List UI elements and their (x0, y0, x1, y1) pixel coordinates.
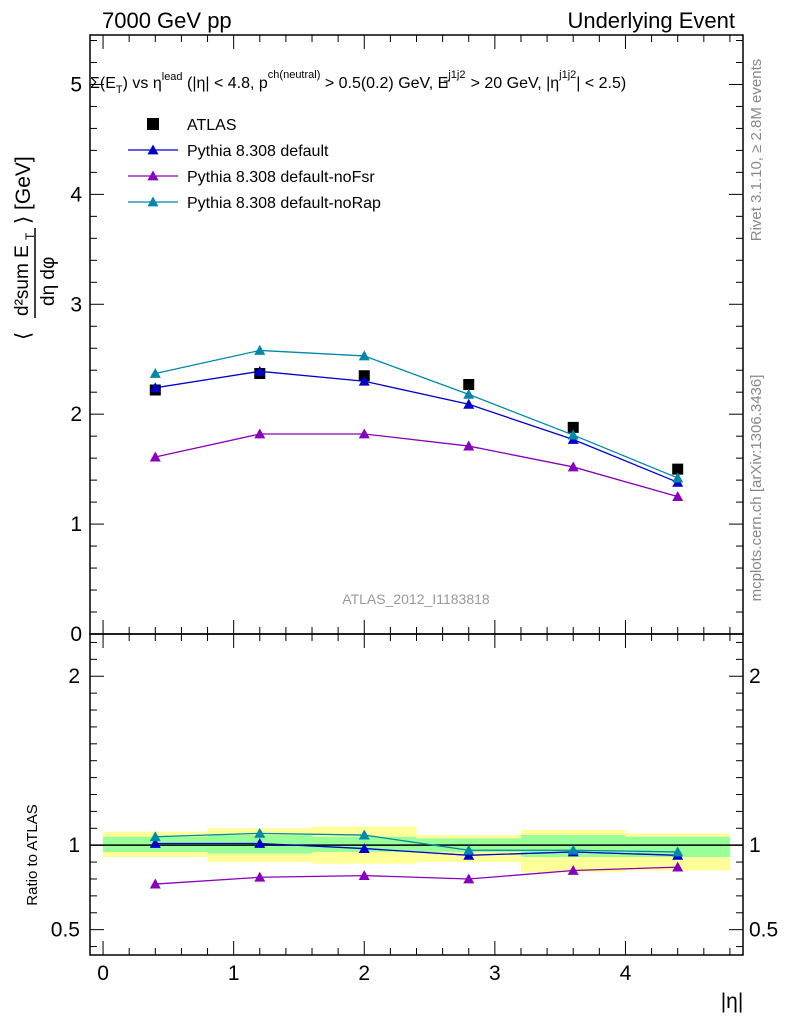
ratio-y-tick-label-right: 2 (749, 665, 761, 688)
ratio-y-tick-label-right: 1 (749, 834, 761, 857)
legend-label-atlas: ATLAS (187, 117, 237, 134)
ratio-point-noRap (254, 827, 266, 838)
point-noFsr (254, 428, 266, 439)
point-noFsr (358, 428, 370, 439)
ratio-point-noFsr (358, 870, 370, 880)
point-noRap (567, 429, 579, 440)
ratio-line-noRap (155, 832, 678, 853)
legend-marker-default (147, 144, 159, 155)
ratio-point-noRap (567, 844, 579, 855)
point-noRap (149, 368, 161, 378)
point-noFsr (567, 461, 579, 472)
series-line-noRap (155, 349, 678, 479)
y-tick-label: 1 (70, 513, 82, 536)
ratio-point-noFsr (149, 878, 161, 889)
x-tick-label: 0 (97, 962, 109, 985)
ratio-y-tick-label: 0.5 (51, 919, 80, 942)
y-tick-label: 0 (70, 623, 82, 646)
point-noRap (672, 472, 684, 483)
series-line-default (155, 370, 678, 483)
svg-text:⟨: ⟨ (12, 332, 35, 340)
y-tick-label: 5 (70, 73, 82, 96)
point-noRap (358, 350, 370, 361)
x-tick-label: 1 (228, 962, 240, 985)
svg-text:d²sum E: d²sum E (12, 245, 33, 316)
ratio-point-noFsr (463, 873, 475, 884)
point-atlas (672, 463, 684, 475)
ratio-line-noFsr (155, 866, 678, 885)
ratio-y-tick-label: 1 (68, 834, 80, 857)
ratio-point-noFsr (672, 861, 684, 872)
header-right: Underlying Event (567, 8, 735, 33)
y-tick-label: 4 (70, 183, 82, 206)
analysis-watermark: ATLAS_2012_I1183818 (342, 591, 490, 607)
ratio-point-default (358, 843, 370, 853)
x-axis-label: |η| (721, 990, 744, 1013)
ratio-point-default (254, 837, 266, 848)
legend-label-noFsr: Pythia 8.308 default-noFsr (187, 169, 375, 186)
legend: ATLAS Pythia 8.308 default Pythia 8.308 de… (128, 117, 381, 212)
ratio-panel: 0 1 2 3 4 0.5 0.5 1 1 2 2 (51, 633, 778, 985)
ratio-point-noRap (463, 844, 475, 855)
point-noFsr (149, 451, 161, 462)
point-default (358, 375, 370, 386)
point-noRap (463, 388, 475, 399)
ratio-point-noFsr (567, 865, 579, 875)
point-noRap (254, 344, 266, 355)
ratio-point-noFsr (254, 871, 266, 882)
header-left: 7000 GeV pp (102, 8, 232, 33)
legend-marker-atlas (147, 118, 159, 130)
ratio-y-tick-label: 2 (68, 665, 80, 688)
y-axis-label-top: ⟨ d²sum E T dη dφ ⟩ [GeV] (12, 156, 59, 340)
y-axis-label-ratio: Ratio to ATLAS (24, 804, 41, 905)
ratio-frame (89, 633, 744, 956)
ratio-y-tick-label-right: 0.5 (749, 919, 778, 942)
x-tick-label: 2 (358, 962, 370, 985)
x-tick-label: 3 (489, 962, 501, 985)
x-tick-label: 4 (620, 962, 632, 985)
svg-text:dη dφ: dη dφ (38, 257, 59, 306)
point-atlas (567, 421, 579, 433)
point-default (149, 382, 161, 393)
main-panel: 0 1 2 3 4 5 (70, 34, 744, 646)
legend-label-default: Pythia 8.308 default (187, 143, 329, 160)
series-line-noFsr (155, 433, 678, 498)
legend-label-noRap: Pythia 8.308 default-noRap (187, 195, 381, 212)
rivet-label: Rivet 3.1.10, ≥ 2.8M events (748, 59, 765, 242)
legend-marker-noRap (147, 196, 159, 207)
point-noFsr (463, 440, 475, 451)
legend-marker-noFsr (147, 170, 159, 181)
point-default (254, 365, 266, 376)
point-noFsr (672, 491, 684, 502)
ratio-line-default (155, 842, 678, 856)
y-tick-label: 3 (70, 293, 82, 316)
ratio-point-default (463, 849, 475, 860)
ratio-point-noRap (672, 846, 684, 857)
mcplots-label: mcplots.cern.ch [arXiv:1306.3436] (748, 375, 765, 602)
ratio-point-noRap (149, 831, 161, 842)
point-atlas (463, 379, 475, 391)
ratio-point-default (149, 837, 161, 848)
ratio-point-noRap (358, 829, 370, 840)
svg-text:T: T (23, 232, 37, 240)
y-tick-label: 2 (70, 403, 82, 426)
point-default (463, 398, 475, 409)
main-title: Σ(ET) vs ηlead (|η| < 4.8, pch(neutral) … (90, 69, 626, 96)
svg-text:⟩ [GeV]: ⟩ [GeV] (12, 156, 35, 224)
